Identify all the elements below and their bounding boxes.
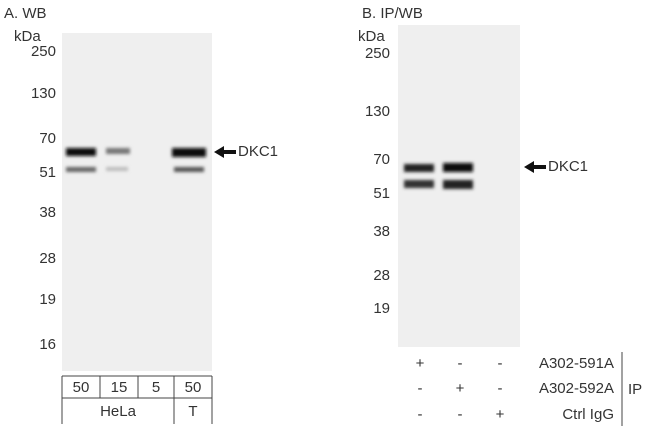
unit: kDa [14, 28, 41, 45]
ip-sign: - [418, 406, 423, 423]
marker-label: 250 [31, 43, 56, 60]
marker-label: 19 [39, 291, 56, 308]
marker-label: 19 [373, 300, 390, 317]
marker-label: 51 [373, 185, 390, 202]
antibody-name: Ctrl IgG [562, 406, 614, 423]
lane-load: 50 [185, 379, 202, 396]
sample-group: T [188, 403, 197, 420]
ip-sign: - [498, 355, 503, 372]
arrow [524, 161, 546, 173]
ip-sign: + [496, 406, 505, 423]
panel-label: B. IP/WB [362, 5, 423, 22]
ip-sign: + [416, 355, 425, 372]
antibody-name: A302-591A [539, 355, 614, 372]
ip-sign: - [418, 380, 423, 397]
sample-group: HeLa [100, 403, 137, 420]
lane-load: 5 [152, 379, 160, 396]
lane-load: 50 [73, 379, 90, 396]
ip-sign: + [456, 380, 465, 397]
ip-label: IP [628, 381, 642, 398]
ip-sign: - [458, 355, 463, 372]
ip-sign: - [498, 380, 503, 397]
marker-label: 250 [365, 45, 390, 62]
marker-label: 70 [39, 130, 56, 147]
marker-label: 70 [373, 151, 390, 168]
panel-label: A. WB [4, 5, 47, 22]
lane-load: 15 [111, 379, 128, 396]
target-label: DKC1 [548, 158, 588, 175]
blot-a [62, 33, 212, 371]
marker-label: 130 [365, 103, 390, 120]
target-label: DKC1 [238, 143, 278, 160]
ip-sign: - [458, 406, 463, 423]
marker-label: 28 [373, 267, 390, 284]
lane-table [61, 352, 623, 426]
unit: kDa [358, 28, 385, 45]
bands [66, 148, 473, 189]
antibody-name: A302-592A [539, 380, 614, 397]
marker-label: 28 [39, 250, 56, 267]
marker-label: 51 [39, 164, 56, 181]
marker-label: 38 [39, 204, 56, 221]
arrow [214, 146, 236, 158]
marker-label: 38 [373, 223, 390, 240]
marker-label: 16 [39, 336, 56, 353]
marker-label: 130 [31, 85, 56, 102]
